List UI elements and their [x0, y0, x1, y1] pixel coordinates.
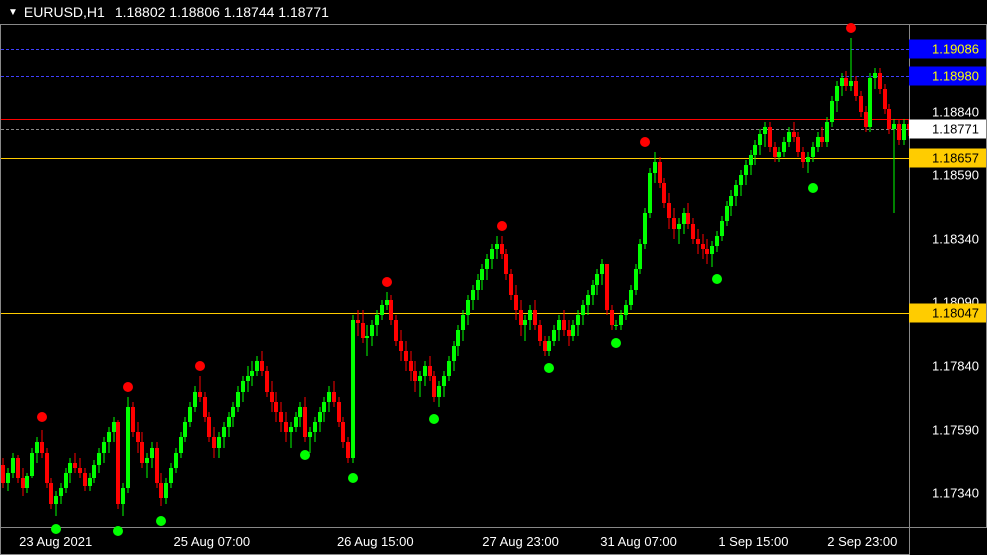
- chart-header: ▼ EURUSD,H1 1.18802 1.18806 1.18744 1.18…: [0, 0, 910, 24]
- fractal-low-icon: [429, 414, 439, 424]
- y-tick-label: 1.18340: [932, 231, 979, 246]
- y-tick-label: 1.18840: [932, 104, 979, 119]
- x-tick-label: 27 Aug 23:00: [482, 534, 559, 549]
- fractal-low-icon: [156, 516, 166, 526]
- y-tick-label: 1.17590: [932, 422, 979, 437]
- price-line: [1, 119, 909, 120]
- y-tick-label: 1.17840: [932, 359, 979, 374]
- price-box: 1.18047: [909, 304, 986, 323]
- fractal-low-icon: [348, 473, 358, 483]
- x-axis: 23 Aug 2021 25 Aug 07:00 26 Aug 15:00 27 Au…: [0, 528, 910, 555]
- plot-area[interactable]: [0, 24, 910, 528]
- fractal-high-icon: [195, 361, 205, 371]
- price-box: 1.18771: [909, 120, 986, 139]
- fractal-low-icon: [611, 338, 621, 348]
- fractal-high-icon: [497, 221, 507, 231]
- price-line: [1, 129, 909, 130]
- x-tick-label: 31 Aug 07:00: [600, 534, 677, 549]
- x-tick-label: 26 Aug 15:00: [337, 534, 414, 549]
- fractal-low-icon: [300, 450, 310, 460]
- x-tick-label: 25 Aug 07:00: [174, 534, 251, 549]
- price-box: 1.19086: [909, 39, 986, 58]
- y-axis: 1.188401.185901.183401.180901.178401.175…: [910, 24, 987, 528]
- x-tick-label: 1 Sep 15:00: [718, 534, 788, 549]
- fractal-high-icon: [846, 23, 856, 33]
- price-line: [1, 158, 909, 159]
- price-box: 1.18657: [909, 149, 986, 168]
- x-tick-label: 2 Sep 23:00: [827, 534, 897, 549]
- fractal-low-icon: [544, 363, 554, 373]
- dropdown-icon[interactable]: ▼: [8, 7, 18, 18]
- y-tick-label: 1.18590: [932, 168, 979, 183]
- x-tick-label: 23 Aug 2021: [19, 534, 92, 549]
- chart-container: ▼ EURUSD,H1 1.18802 1.18806 1.18744 1.18…: [0, 0, 987, 555]
- symbol-label: EURUSD,H1: [24, 4, 105, 20]
- fractal-high-icon: [382, 277, 392, 287]
- ohlc-label: 1.18802 1.18806 1.18744 1.18771: [115, 4, 329, 20]
- fractal-high-icon: [640, 137, 650, 147]
- fractal-low-icon: [808, 183, 818, 193]
- price-box: 1.18980: [909, 66, 986, 85]
- fractal-high-icon: [123, 382, 133, 392]
- price-line: [1, 76, 909, 77]
- price-line: [1, 49, 909, 50]
- fractal-low-icon: [712, 274, 722, 284]
- y-tick-label: 1.17340: [932, 486, 979, 501]
- fractal-high-icon: [37, 412, 47, 422]
- price-line: [1, 313, 909, 314]
